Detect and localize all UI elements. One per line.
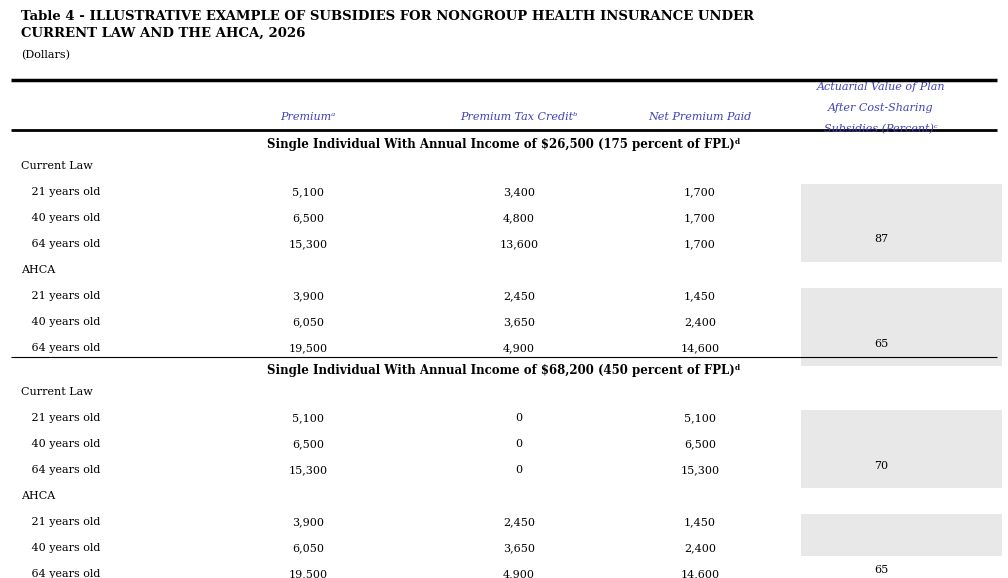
Text: Net Premium Paid: Net Premium Paid	[648, 112, 752, 122]
Bar	[800, 514, 1002, 578]
Text: 40 years old: 40 years old	[21, 439, 101, 449]
Text: 21 years old: 21 years old	[21, 517, 101, 527]
Text: 6,500: 6,500	[292, 439, 324, 449]
Text: 65: 65	[874, 565, 888, 575]
Text: 2,400: 2,400	[684, 317, 716, 327]
Bar	[800, 410, 1002, 488]
Text: 2,450: 2,450	[503, 291, 535, 301]
Text: 3,900: 3,900	[292, 291, 324, 301]
Text: 3,650: 3,650	[503, 543, 535, 553]
Text: CURRENT LAW AND THE AHCA, 2026: CURRENT LAW AND THE AHCA, 2026	[21, 27, 305, 39]
Text: 40 years old: 40 years old	[21, 543, 101, 553]
Bar	[800, 288, 1002, 366]
Text: Premiumᵃ: Premiumᵃ	[280, 112, 336, 122]
Text: 6,500: 6,500	[292, 213, 324, 223]
Text: 64 years old: 64 years old	[21, 239, 101, 249]
Text: Current Law: Current Law	[21, 161, 94, 171]
Text: 19,500: 19,500	[288, 569, 328, 578]
Text: 40 years old: 40 years old	[21, 213, 101, 223]
Text: 14,600: 14,600	[680, 343, 720, 353]
Text: Current Law: Current Law	[21, 387, 94, 397]
Text: Actuarial Value of Plan: Actuarial Value of Plan	[816, 81, 946, 92]
Bar	[800, 184, 1002, 262]
Text: Single Individual With Annual Income of $26,500 (175 percent of FPL)ᵈ: Single Individual With Annual Income of …	[267, 138, 741, 151]
Text: 0: 0	[515, 465, 522, 475]
Text: 14,600: 14,600	[680, 569, 720, 578]
Text: 2,450: 2,450	[503, 517, 535, 527]
Text: 21 years old: 21 years old	[21, 291, 101, 301]
Text: (Dollars): (Dollars)	[21, 50, 71, 61]
Text: 15,300: 15,300	[288, 239, 328, 249]
Text: After Cost-Sharing: After Cost-Sharing	[829, 103, 933, 113]
Text: 2,400: 2,400	[684, 543, 716, 553]
Text: 1,450: 1,450	[684, 517, 716, 527]
Text: 1,700: 1,700	[684, 187, 716, 197]
Text: 40 years old: 40 years old	[21, 317, 101, 327]
Text: 87: 87	[874, 235, 888, 244]
Text: 15,300: 15,300	[288, 465, 328, 475]
Text: 5,100: 5,100	[292, 413, 324, 423]
Text: 1,700: 1,700	[684, 239, 716, 249]
Text: 3,900: 3,900	[292, 517, 324, 527]
Text: 6,050: 6,050	[292, 317, 324, 327]
Text: 64 years old: 64 years old	[21, 569, 101, 578]
Text: Subsidies (Percent)ᶜ: Subsidies (Percent)ᶜ	[825, 124, 937, 134]
Text: 19,500: 19,500	[288, 343, 328, 353]
Text: 21 years old: 21 years old	[21, 187, 101, 197]
Text: 5,100: 5,100	[292, 187, 324, 197]
Text: Table 4 - ILLUSTRATIVE EXAMPLE OF SUBSIDIES FOR NONGROUP HEALTH INSURANCE UNDER: Table 4 - ILLUSTRATIVE EXAMPLE OF SUBSID…	[21, 10, 755, 23]
Text: 70: 70	[874, 461, 888, 470]
Text: 21 years old: 21 years old	[21, 413, 101, 423]
Text: 0: 0	[515, 439, 522, 449]
Text: 64 years old: 64 years old	[21, 343, 101, 353]
Text: 5,100: 5,100	[684, 413, 716, 423]
Text: 4,900: 4,900	[503, 569, 535, 578]
Text: AHCA: AHCA	[21, 265, 55, 275]
Text: 6,050: 6,050	[292, 543, 324, 553]
Text: 13,600: 13,600	[500, 239, 538, 249]
Text: AHCA: AHCA	[21, 491, 55, 501]
Text: 4,900: 4,900	[503, 343, 535, 353]
Text: 65: 65	[874, 339, 888, 349]
Text: 1,450: 1,450	[684, 291, 716, 301]
Text: 64 years old: 64 years old	[21, 465, 101, 475]
Text: 3,650: 3,650	[503, 317, 535, 327]
Text: 0: 0	[515, 413, 522, 423]
Text: Premium Tax Creditᵇ: Premium Tax Creditᵇ	[461, 112, 578, 122]
Text: 15,300: 15,300	[680, 465, 720, 475]
Text: 3,400: 3,400	[503, 187, 535, 197]
Text: 1,700: 1,700	[684, 213, 716, 223]
Text: Single Individual With Annual Income of $68,200 (450 percent of FPL)ᵈ: Single Individual With Annual Income of …	[267, 364, 741, 377]
Text: 4,800: 4,800	[503, 213, 535, 223]
Text: 6,500: 6,500	[684, 439, 716, 449]
